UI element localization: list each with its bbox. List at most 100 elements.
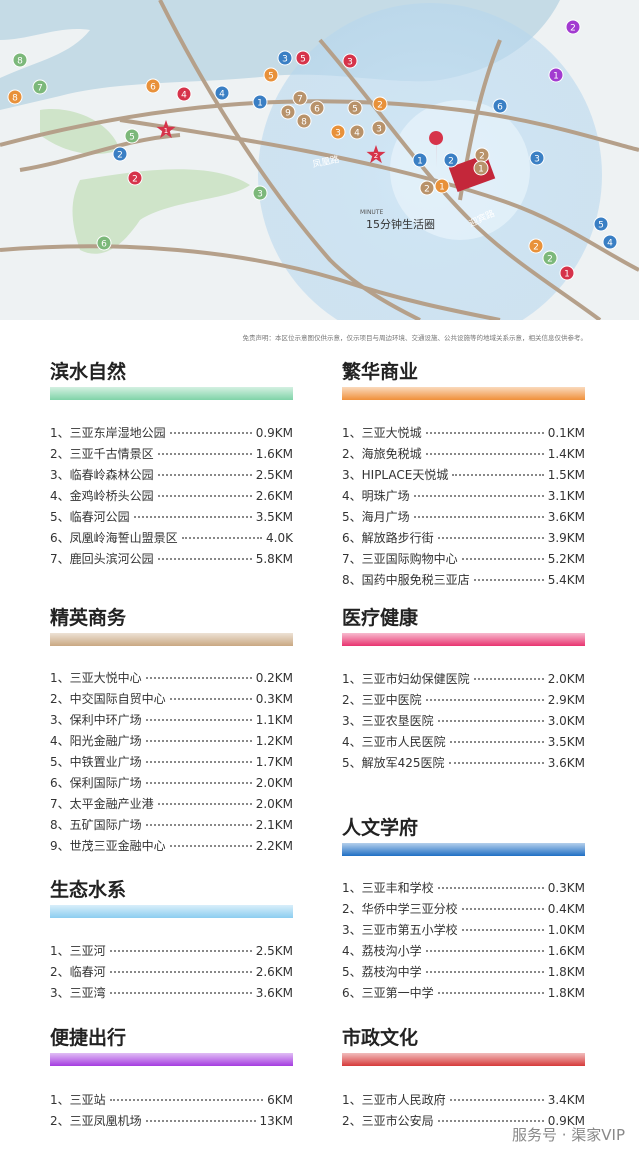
leader	[145, 824, 252, 826]
list-item: 8、五矿国际广场 2.1KM	[50, 816, 293, 834]
item-distance: 3.5KM	[255, 510, 293, 524]
item-name: 2、华侨中学三亚分校	[342, 902, 458, 916]
item-name: 4、三亚市人民医院	[342, 735, 446, 749]
leader	[461, 558, 544, 560]
item-name: 5、中铁置业广场	[50, 755, 142, 769]
item-distance: 1.1KM	[255, 713, 293, 727]
map-marker	[419, 180, 435, 196]
item-distance: 1.8KM	[547, 986, 585, 1000]
section-title: 市政文化	[342, 1027, 419, 1049]
item-name: 1、三亚东岸湿地公园	[50, 426, 166, 440]
star-label: 1	[164, 127, 168, 135]
list-item: 3、三亚市第五小学校 1.0KM	[342, 921, 585, 939]
map-marker	[330, 124, 346, 140]
leader	[157, 474, 252, 476]
marker-label: 3	[335, 129, 341, 139]
list-item: 1、三亚大悦城 0.1KM	[342, 424, 585, 442]
map-marker	[124, 128, 140, 144]
item-name: 8、国药中服免税三亚店	[342, 573, 470, 587]
item-name: 6、解放路步行街	[342, 531, 434, 545]
section-bar	[50, 905, 293, 918]
map-marker	[145, 78, 161, 94]
leader	[437, 720, 544, 722]
map-marker	[32, 79, 48, 95]
marker-label: 2	[424, 185, 430, 195]
item-name: 6、三亚第一中学	[342, 986, 434, 1000]
list-item: 1、三亚站 6KM	[50, 1091, 293, 1109]
item-distance: 1.4KM	[547, 447, 585, 461]
disclaimer: 免责声明：本区位示意图仅供示意，仅示项目与周边环境、交通设施、公共设施等的地域关…	[242, 334, 588, 342]
list-item: 1、三亚大悦中心 0.2KM	[50, 669, 293, 687]
map-marker	[296, 113, 312, 129]
marker-label: 5	[352, 105, 358, 115]
item-name: 1、三亚市妇幼保健医院	[342, 672, 470, 686]
map-marker	[602, 234, 618, 250]
list-item: 3、保利中环广场 1.1KM	[50, 711, 293, 729]
item-name: 4、金鸡岭桥头公园	[50, 489, 154, 503]
item-distance: 3.6KM	[255, 986, 293, 1000]
leader	[413, 495, 544, 497]
list-item: 4、三亚市人民医院 3.5KM	[342, 733, 585, 751]
marker-label: 3	[282, 55, 288, 65]
item-distance: 4.0K	[266, 531, 293, 545]
list-item: 1、三亚市妇幼保健医院 2.0KM	[342, 670, 585, 688]
section-bar	[342, 1053, 585, 1066]
item-name: 2、三亚凤凰机场	[50, 1114, 142, 1128]
leader	[473, 579, 544, 581]
marker-label: 1	[478, 165, 484, 175]
list-item: 2、三亚中医院 2.9KM	[342, 691, 585, 709]
item-distance: 5.4KM	[547, 573, 585, 587]
leader	[413, 516, 544, 518]
list-item: 3、临春岭森林公园 2.5KM	[50, 466, 293, 484]
marker-label: 9	[285, 109, 291, 119]
map-marker	[96, 235, 112, 251]
item-name: 2、中交国际自贸中心	[50, 692, 166, 706]
leader	[181, 537, 263, 539]
item-name: 2、临春河	[50, 965, 106, 979]
marker-label: 5	[598, 221, 604, 231]
item-distance: 0.2KM	[255, 671, 293, 685]
item-distance: 2.9KM	[547, 693, 585, 707]
item-name: 9、世茂三亚金融中心	[50, 839, 166, 853]
item-distance: 3.1KM	[547, 489, 585, 503]
leader	[425, 432, 544, 434]
item-distance: 5.8KM	[255, 552, 293, 566]
list-item: 7、鹿回头滨河公园 5.8KM	[50, 550, 293, 568]
leader	[169, 845, 252, 847]
marker-label: 3	[347, 58, 353, 68]
marker-label: 2	[570, 24, 576, 34]
leader	[425, 699, 544, 701]
map-marker	[443, 152, 459, 168]
leader	[145, 719, 252, 721]
list-item: 1、三亚市人民政府 3.4KM	[342, 1091, 585, 1109]
item-name: 5、解放军425医院	[342, 756, 445, 770]
map-marker	[371, 120, 387, 136]
item-distance: 2.5KM	[255, 944, 293, 958]
marker-label: 4	[219, 90, 225, 100]
item-name: 3、三亚市第五小学校	[342, 923, 458, 937]
map-marker	[280, 104, 296, 120]
leader	[449, 741, 544, 743]
item-name: 5、荔枝沟中学	[342, 965, 422, 979]
map-marker	[559, 265, 575, 281]
leader	[109, 950, 252, 952]
marker-label: 6	[101, 240, 107, 250]
list-item: 5、海月广场 3.6KM	[342, 508, 585, 526]
map-marker	[342, 53, 358, 69]
list-item: 1、三亚河 2.5KM	[50, 942, 293, 960]
item-distance: 1.8KM	[547, 965, 585, 979]
list-item: 5、临春河公园 3.5KM	[50, 508, 293, 526]
item-distance: 0.9KM	[255, 426, 293, 440]
item-distance: 0.3KM	[255, 692, 293, 706]
list-item: 2、临春河 2.6KM	[50, 963, 293, 981]
map-marker	[295, 50, 311, 66]
leader	[437, 887, 544, 889]
list-item: 1、三亚丰和学校 0.3KM	[342, 879, 585, 897]
item-distance: 1.7KM	[255, 755, 293, 769]
leader	[145, 761, 252, 763]
item-name: 7、太平金融产业港	[50, 797, 154, 811]
map-marker	[277, 50, 293, 66]
leader	[449, 1099, 544, 1101]
item-distance: 1.2KM	[255, 734, 293, 748]
item-distance: 1.5KM	[547, 468, 585, 482]
